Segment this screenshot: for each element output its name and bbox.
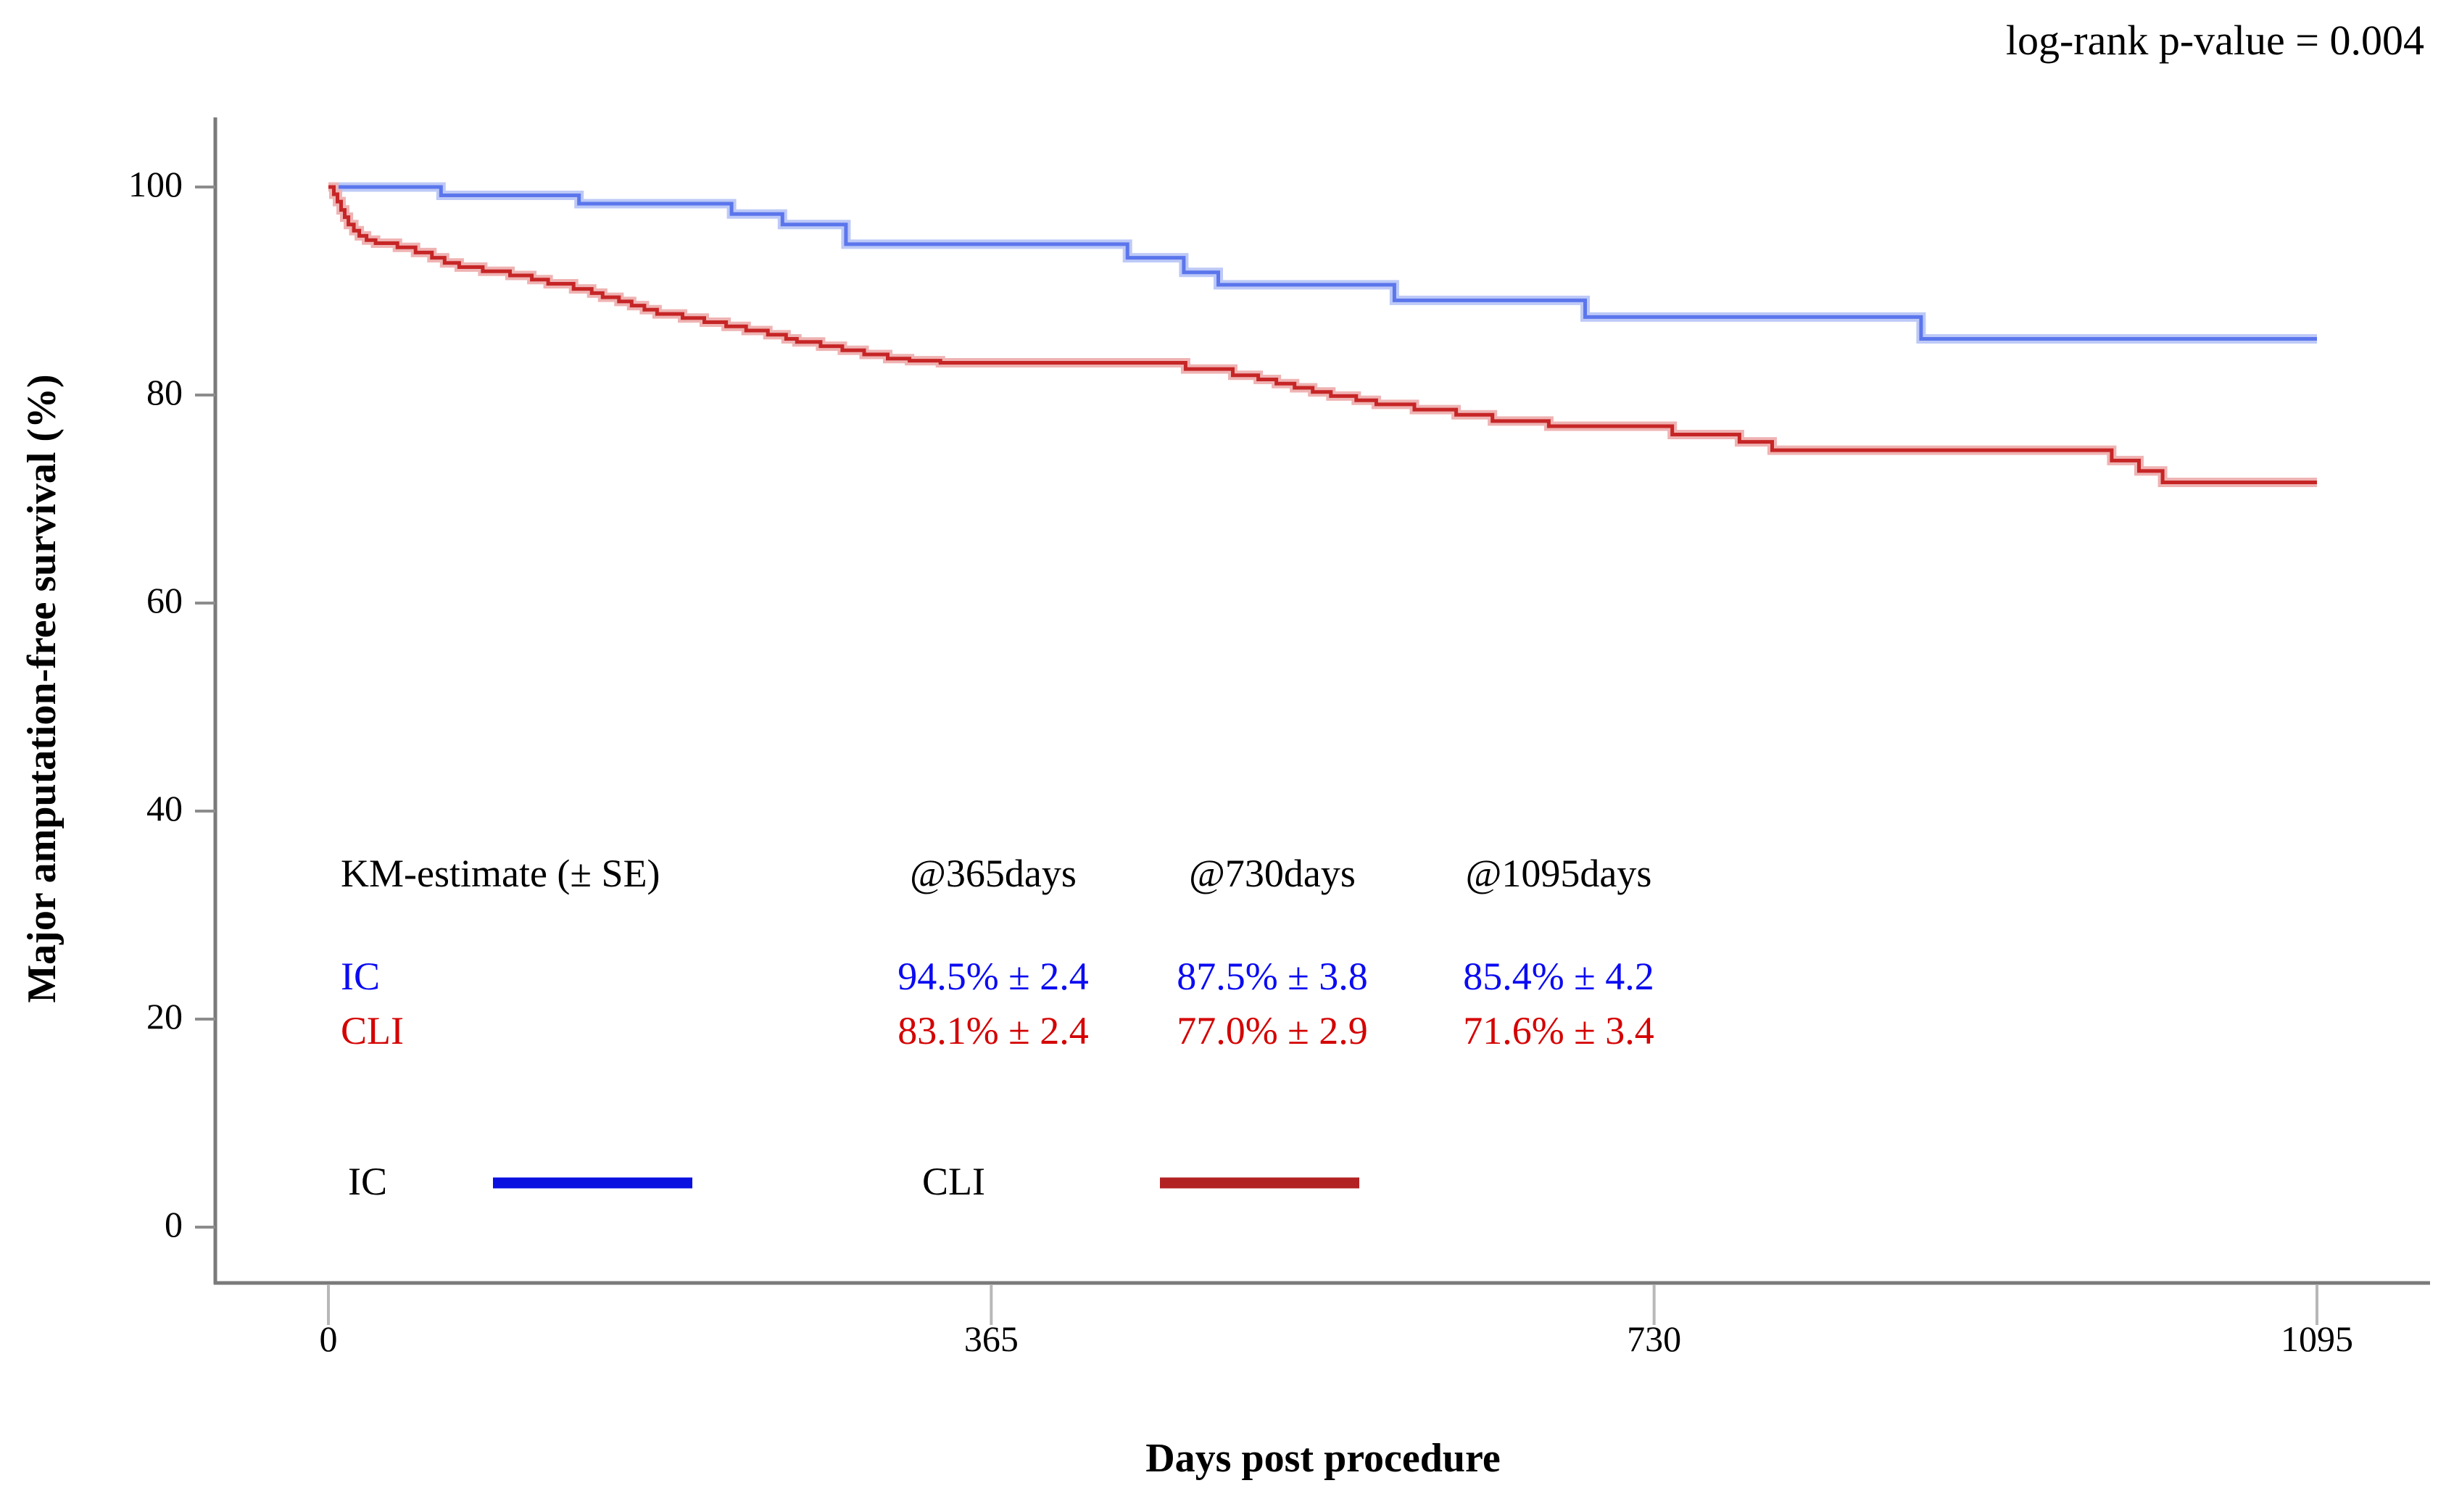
ic-curve bbox=[328, 185, 2317, 341]
y-tick-label-80: 80 bbox=[146, 372, 183, 412]
y-tick-label-60: 60 bbox=[146, 580, 183, 620]
cli-curve bbox=[328, 185, 2317, 484]
x-tick-label-0: 0 bbox=[319, 1318, 338, 1359]
km-row-cli-label: CLI bbox=[341, 1009, 404, 1052]
km-cli-730: 77.0% ± 2.9 bbox=[1177, 1009, 1368, 1052]
km-row-ic-label: IC bbox=[341, 955, 380, 998]
ic-curve-halo bbox=[328, 182, 2317, 344]
y-tick-label-40: 40 bbox=[146, 788, 183, 828]
x-tick-label-365: 365 bbox=[963, 1318, 1019, 1359]
km-cli-1095: 71.6% ± 3.4 bbox=[1463, 1009, 1654, 1052]
x-axis-title: Days post procedure bbox=[1145, 1436, 1501, 1481]
legend-line-ic bbox=[493, 1177, 692, 1189]
x-tick-label-1095: 1095 bbox=[2281, 1318, 2353, 1359]
y-tick-label-100: 100 bbox=[128, 164, 183, 204]
legend-label-ic: IC bbox=[348, 1160, 387, 1203]
km-table-header-label: KM-estimate (± SE) bbox=[341, 852, 660, 895]
y-axis-title: Major amputation-free survival (%) bbox=[20, 374, 65, 1003]
legend-label-cli: CLI bbox=[922, 1160, 985, 1203]
x-tick-label-730: 730 bbox=[1627, 1318, 1682, 1359]
legend-line-cli bbox=[1160, 1177, 1359, 1189]
km-ic-365: 94.5% ± 2.4 bbox=[897, 955, 1089, 998]
km-table-header-730: @730days bbox=[1189, 852, 1356, 895]
km-table-header-1095: @1095days bbox=[1465, 852, 1652, 895]
y-tick-label-0: 0 bbox=[165, 1204, 183, 1245]
km-cli-365: 83.1% ± 2.4 bbox=[897, 1009, 1089, 1052]
km-table-header-365: @365days bbox=[910, 852, 1077, 895]
km-ic-1095: 85.4% ± 4.2 bbox=[1463, 955, 1654, 998]
km-ic-730: 87.5% ± 3.8 bbox=[1177, 955, 1368, 998]
y-tick-label-20: 20 bbox=[146, 996, 183, 1037]
log-rank-p-value: log-rank p-value = 0.004 bbox=[2005, 17, 2424, 64]
